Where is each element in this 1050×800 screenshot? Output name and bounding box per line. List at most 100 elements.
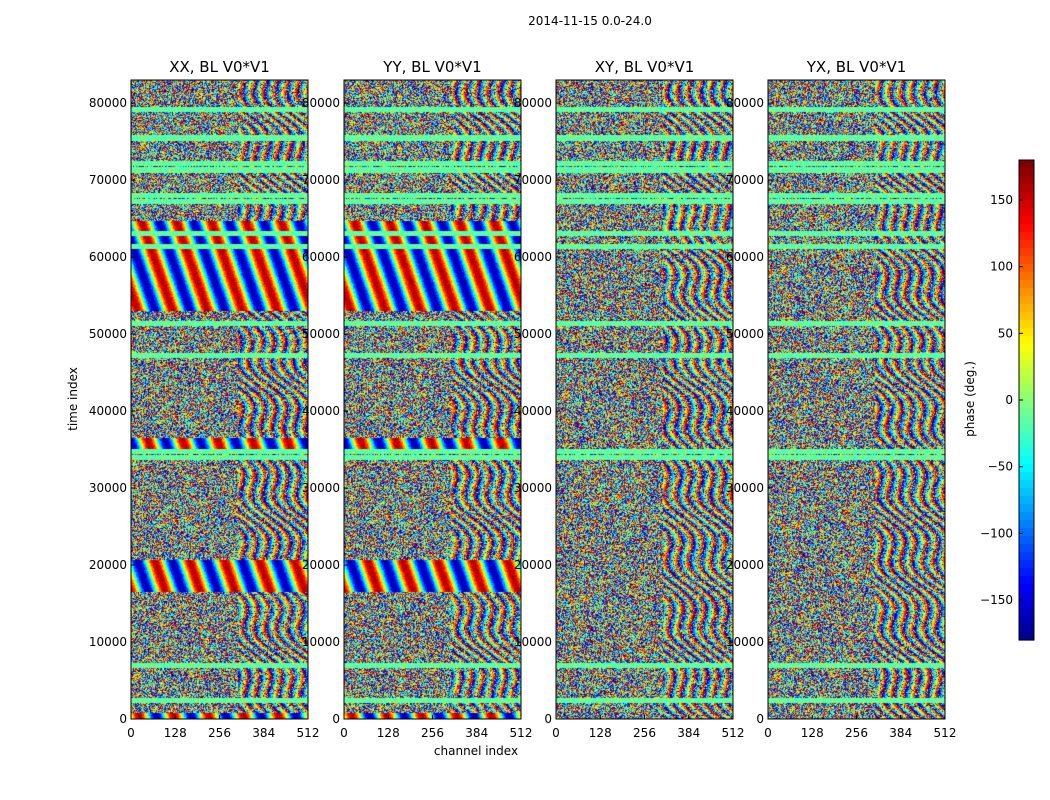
colorbar-segment: [1019, 512, 1034, 521]
y-tick-label: 40000: [514, 404, 552, 418]
x-tick-label: 384: [677, 726, 700, 740]
colorbar-segment: [1019, 600, 1034, 609]
colorbar-segment: [1019, 560, 1034, 569]
colorbar-segment: [1019, 248, 1034, 257]
x-tick-label: 128: [164, 726, 187, 740]
colorbar-tick-label: 100: [990, 260, 1013, 274]
colorbar-segment: [1019, 408, 1034, 417]
y-tick-label: 20000: [89, 558, 127, 572]
colorbar-segment: [1019, 288, 1034, 297]
y-tick-label: 0: [756, 712, 764, 726]
panel-title: YX, BL V0*V1: [806, 58, 907, 76]
x-tick-label: 0: [552, 726, 560, 740]
y-tick-label: 10000: [514, 635, 552, 649]
colorbar-segment: [1019, 400, 1034, 409]
figure-title: 2014-11-15 0.0-24.0: [528, 14, 652, 28]
y-tick-label: 20000: [302, 558, 340, 572]
y-tick-label: 80000: [514, 96, 552, 110]
colorbar-segment: [1019, 520, 1034, 529]
colorbar-segment: [1019, 416, 1034, 425]
x-tick-label: 128: [377, 726, 400, 740]
x-tick-label: 128: [801, 726, 824, 740]
y-tick-label: 80000: [89, 96, 127, 110]
colorbar-segment: [1019, 224, 1034, 233]
y-axis-label: time index: [66, 367, 80, 431]
colorbar-segment: [1019, 584, 1034, 593]
colorbar-segment: [1019, 376, 1034, 385]
colorbar-segment: [1019, 312, 1034, 321]
y-tick-label: 60000: [89, 250, 127, 264]
colorbar-segment: [1019, 472, 1034, 481]
colorbar-segment: [1019, 320, 1034, 329]
x-tick-label: 256: [421, 726, 444, 740]
x-tick-label: 0: [127, 726, 135, 740]
colorbar-tick-label: 0: [1005, 393, 1013, 407]
colorbar-segment: [1019, 336, 1034, 345]
colorbar-tick-label: 50: [998, 326, 1013, 340]
colorbar-segment: [1019, 576, 1034, 585]
y-tick-label: 50000: [514, 327, 552, 341]
colorbar-segment: [1019, 192, 1034, 201]
colorbar-segment: [1019, 488, 1034, 497]
colorbar-segment: [1019, 496, 1034, 505]
y-tick-label: 0: [332, 712, 340, 726]
y-tick-label: 50000: [726, 327, 764, 341]
colorbar-segment: [1019, 480, 1034, 489]
y-tick-label: 40000: [302, 404, 340, 418]
y-tick-label: 70000: [302, 173, 340, 187]
x-tick-label: 0: [764, 726, 772, 740]
colorbar-segment: [1019, 616, 1034, 625]
colorbar-tick-label: −50: [988, 460, 1013, 474]
colorbar-segment: [1019, 176, 1034, 185]
colorbar-segment: [1019, 384, 1034, 393]
colorbar-segment: [1019, 352, 1034, 361]
y-tick-label: 80000: [726, 96, 764, 110]
colorbar-tick-label: 150: [990, 193, 1013, 207]
y-tick-label: 30000: [514, 481, 552, 495]
heatmap-image: [131, 80, 308, 719]
colorbar-segment: [1019, 264, 1034, 273]
y-tick-label: 80000: [302, 96, 340, 110]
y-tick-label: 70000: [514, 173, 552, 187]
y-tick-label: 10000: [726, 635, 764, 649]
heatmap-image: [344, 80, 521, 719]
panel-title: YY, BL V0*V1: [383, 58, 482, 76]
y-tick-label: 10000: [89, 635, 127, 649]
colorbar-segment: [1019, 464, 1034, 473]
colorbar-segment: [1019, 184, 1034, 193]
colorbar-segment: [1019, 528, 1034, 537]
colorbar-segment: [1019, 344, 1034, 353]
y-tick-label: 30000: [726, 481, 764, 495]
panel-title: XY, BL V0*V1: [594, 58, 695, 76]
colorbar-segment: [1019, 216, 1034, 225]
x-tick-label: 384: [889, 726, 912, 740]
colorbar-segment: [1019, 504, 1034, 513]
y-tick-label: 30000: [302, 481, 340, 495]
colorbar-segment: [1019, 440, 1034, 449]
colorbar-segment: [1019, 256, 1034, 265]
colorbar-segment: [1019, 592, 1034, 601]
colorbar-segment: [1019, 552, 1034, 561]
y-tick-label: 70000: [726, 173, 764, 187]
colorbar-segment: [1019, 608, 1034, 617]
x-tick-label: 256: [633, 726, 656, 740]
colorbar-segment: [1019, 544, 1034, 553]
colorbar-segment: [1019, 328, 1034, 337]
heatmap-image: [768, 80, 945, 719]
colorbar-segment: [1019, 272, 1034, 281]
x-tick-label: 384: [252, 726, 275, 740]
x-axis-label: channel index: [433, 744, 519, 758]
y-tick-label: 40000: [89, 404, 127, 418]
x-tick-label: 512: [297, 726, 320, 740]
colorbar-segment: [1019, 160, 1034, 169]
colorbar-segment: [1019, 456, 1034, 465]
colorbar-segment: [1019, 168, 1034, 177]
x-tick-label: 512: [934, 726, 957, 740]
heatmap-image: [556, 80, 733, 719]
y-tick-label: 40000: [726, 404, 764, 418]
x-tick-label: 128: [589, 726, 612, 740]
colorbar-segment: [1019, 280, 1034, 289]
x-tick-label: 256: [208, 726, 231, 740]
y-tick-label: 0: [544, 712, 552, 726]
